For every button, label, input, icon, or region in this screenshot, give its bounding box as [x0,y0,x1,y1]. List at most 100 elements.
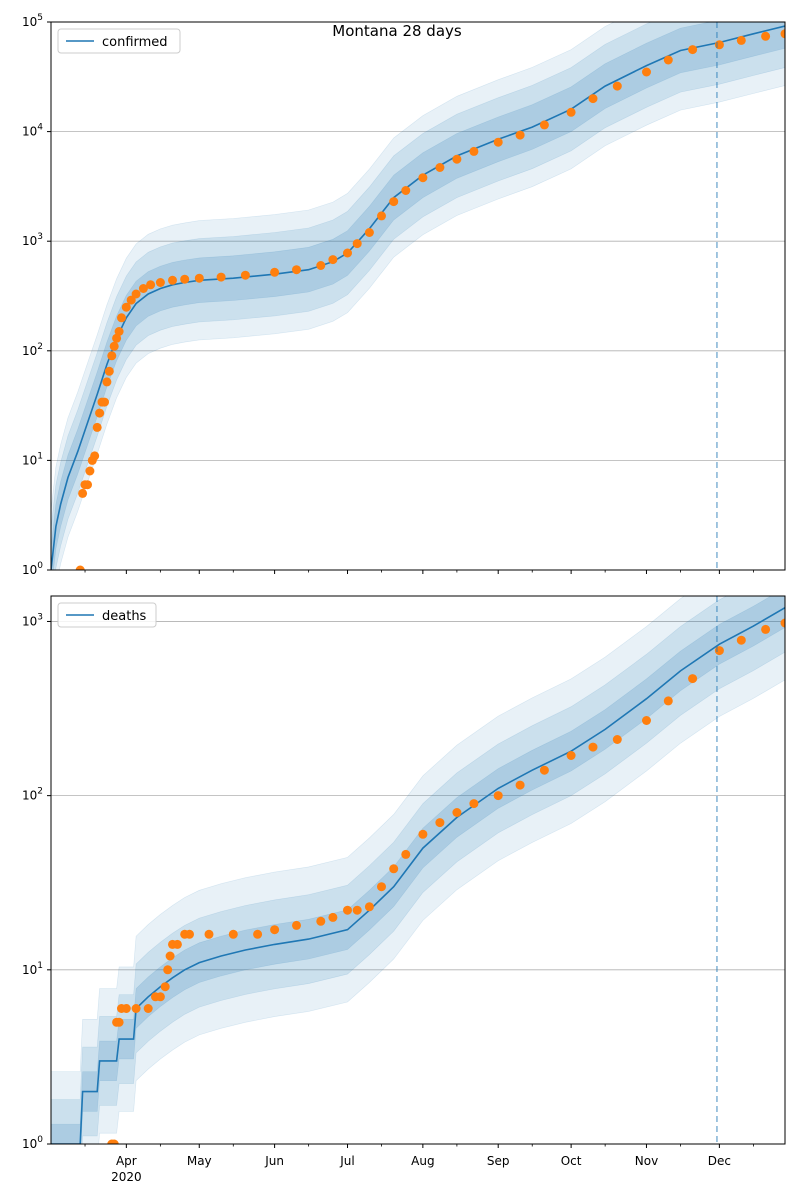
observed-point [418,829,428,839]
observed-point [612,81,622,91]
observed-point [131,1004,141,1013]
observed-point [435,818,445,828]
x-tick-label: Dec [708,1154,731,1168]
observed-point [316,261,326,270]
plot-area [51,22,785,570]
observed-point [131,289,141,299]
observed-point [452,154,462,164]
observed-point [104,366,114,376]
panels: 100 101 102 103 104 105 confirmed 100 101 102 103 A… [22,13,786,1184]
observed-point [469,146,479,156]
observed-point [194,273,204,283]
observed-point [780,29,785,39]
observed-point [107,351,117,361]
confidence-band [51,22,785,570]
confidence-band [51,22,785,570]
legend-box [57,28,181,54]
axes-frame [50,595,786,1145]
observed-point [352,905,362,915]
observed-point [100,397,109,407]
observed-point [663,696,673,706]
observed-point [642,67,651,77]
observed-point [736,635,746,645]
observed-point [168,275,177,285]
observed-point [90,451,100,461]
legend-label: deaths [102,609,147,624]
observed-point [377,211,386,221]
observed-point [146,280,156,290]
confidence-band [51,22,785,570]
observed-point [566,751,576,760]
x-tick-sublabel: 2020 [111,1170,142,1184]
confidence-band [51,596,785,1144]
observed-point [377,882,386,892]
observed-point [180,274,190,284]
observed-point [418,173,428,183]
observed-point [109,1139,119,1144]
observed-point [216,272,226,282]
observed-point [121,1004,131,1013]
confidence-band [51,596,785,1144]
legend-confirmed: confirmed [57,28,181,54]
y-tick-label: 102 [22,342,43,358]
x-tick-label: Apr [116,1154,137,1168]
observed-point [112,333,122,343]
observed-point [539,120,549,130]
observed-point [612,735,622,744]
observed-point [736,35,746,45]
y-tick-label: 102 [22,787,43,803]
x-tick-label: Jun [264,1154,284,1168]
figure-title: Montana 28 days [332,22,462,40]
observed-point [688,45,698,55]
observed-point [126,295,136,305]
observed-point [452,808,462,817]
panel-deaths: 100 101 102 103 Apr 2020 May Jun Jul Aug Sep Oct Nov… [22,595,786,1184]
y-tick-label: 101 [22,961,43,977]
observed-point [165,951,175,961]
y-tick-label: 101 [22,451,43,467]
observed-point [83,480,92,490]
observed-point [588,742,598,752]
observed-point [642,716,651,725]
x-tick-label: Nov [635,1154,658,1168]
y-tick-label: 105 [22,13,43,29]
observed-point [316,916,326,926]
observed-point [364,902,374,912]
axes-frame [50,21,786,571]
y-tick-label: 103 [22,232,43,248]
observed-point [352,239,362,249]
x-tick-label: Sep [487,1154,510,1168]
observed-point [114,1017,124,1027]
observed-point [155,278,165,287]
y-tick-label: 103 [22,612,43,628]
observed-point [663,55,673,65]
y-tick-label: 100 [22,561,43,577]
observed-point [172,939,182,949]
model-line-confirmed [51,25,785,570]
observed-point [253,929,263,939]
observed-point [688,674,698,684]
x-tick-label: May [187,1154,212,1168]
legend-box [57,602,157,628]
observed-point [515,780,525,790]
confidence-band [51,596,785,1144]
legend-label: confirmed [102,35,168,50]
observed-point [401,849,411,859]
observed-point [102,377,112,387]
model-line-deaths [51,607,785,1144]
observed-point [761,624,771,634]
observed-point [138,284,148,293]
legend-deaths: deaths [57,602,157,628]
observed-point [185,929,194,939]
x-tick-label: Oct [561,1154,582,1168]
observed-point [270,925,280,935]
observed-point [143,1004,153,1013]
observed-point [240,270,250,280]
observed-point [780,618,785,628]
observed-point [204,929,214,939]
observed-point [109,341,119,351]
observed-point [114,327,124,336]
observed-point [761,31,771,41]
observed-point [469,799,479,809]
